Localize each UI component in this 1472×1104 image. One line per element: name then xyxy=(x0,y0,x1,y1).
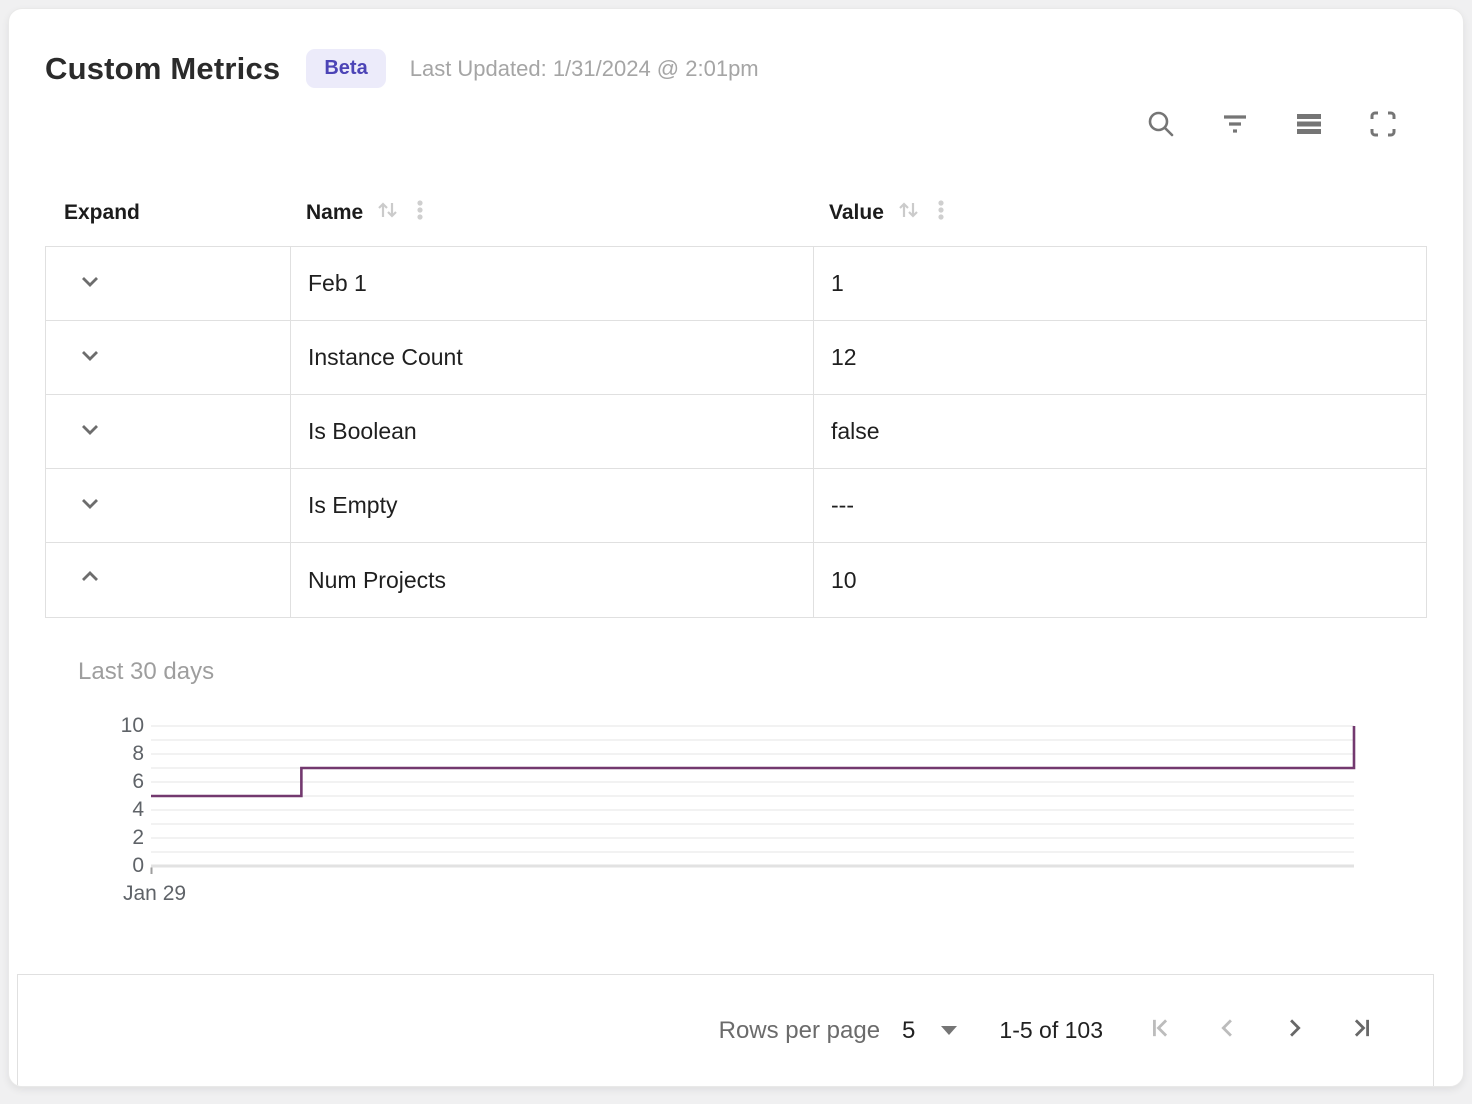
last-page-icon xyxy=(1346,1014,1374,1047)
chart-y-axis: 10 8 6 4 2 0 xyxy=(45,715,151,876)
card-header: Custom Metrics Beta Last Updated: 1/31/2… xyxy=(45,49,1427,88)
pagination-footer: Rows per page 5 1-5 of 103 xyxy=(17,974,1434,1086)
chevron-down-icon xyxy=(76,267,104,301)
column-header-value[interactable]: Value xyxy=(812,197,1427,229)
rows-per-page-select[interactable]: 5 xyxy=(902,1016,958,1045)
metric-value-cell: 10 xyxy=(813,543,1426,617)
fullscreen-button[interactable] xyxy=(1367,110,1399,142)
custom-metrics-card: Custom Metrics Beta Last Updated: 1/31/2… xyxy=(8,8,1464,1087)
column-header-label: Name xyxy=(306,201,364,224)
first-page-button[interactable] xyxy=(1129,1011,1195,1051)
column-header-expand: Expand xyxy=(45,201,289,225)
table-row: Instance Count 12 xyxy=(46,321,1426,395)
rows-per-page-value: 5 xyxy=(902,1016,916,1044)
chart-title: Last 30 days xyxy=(78,658,215,685)
filter-button[interactable] xyxy=(1219,110,1251,142)
column-menu-icon[interactable] xyxy=(930,197,952,229)
fullscreen-icon xyxy=(1367,108,1399,145)
chevron-down-icon xyxy=(76,341,104,375)
chevron-down-icon xyxy=(76,489,104,523)
chart-plot-area xyxy=(150,725,1356,876)
y-tick-label: 6 xyxy=(132,770,144,793)
metrics-table: Expand Name Value Feb 1 1 xyxy=(45,180,1427,618)
metric-value-cell: 1 xyxy=(813,247,1426,320)
density-button[interactable] xyxy=(1293,110,1325,142)
metric-name-cell: Num Projects xyxy=(290,543,813,617)
grid-toolbar xyxy=(45,110,1427,142)
filter-icon xyxy=(1219,108,1251,145)
metric-detail-chart: Last 30 days 10 8 6 4 2 0 Jan 29 xyxy=(45,658,1427,906)
table-body: Feb 1 1 Instance Count 12 Is Boolean fal… xyxy=(45,246,1427,618)
metric-value-cell: --- xyxy=(813,469,1426,542)
chevron-down-icon xyxy=(76,415,104,449)
rows-per-page-label: Rows per page xyxy=(718,1016,881,1044)
column-header-label: Value xyxy=(829,201,884,224)
metric-value-cell: false xyxy=(813,395,1426,468)
metric-value-cell: 12 xyxy=(813,321,1426,394)
page-title: Custom Metrics xyxy=(45,50,281,86)
metric-name-cell: Is Empty xyxy=(290,469,813,542)
collapse-row-button[interactable] xyxy=(76,566,104,594)
chevron-left-icon xyxy=(1214,1014,1242,1047)
column-menu-icon[interactable] xyxy=(409,197,431,229)
search-button[interactable] xyxy=(1145,110,1177,142)
y-tick-label: 8 xyxy=(132,742,144,765)
metric-chart-svg xyxy=(150,725,1356,874)
last-page-button[interactable] xyxy=(1327,1011,1393,1051)
table-row: Is Boolean false xyxy=(46,395,1426,469)
density-icon xyxy=(1293,108,1325,145)
sort-icon[interactable] xyxy=(375,197,401,229)
dropdown-arrow-icon xyxy=(941,1026,958,1035)
y-tick-label: 10 xyxy=(120,714,144,737)
expand-row-button[interactable] xyxy=(76,270,104,298)
y-tick-label: 2 xyxy=(132,826,144,849)
first-page-icon xyxy=(1148,1014,1176,1047)
pagination-range-label: 1-5 of 103 xyxy=(999,1017,1103,1043)
metric-name-cell: Is Boolean xyxy=(290,395,813,468)
last-updated-text: Last Updated: 1/31/2024 @ 2:01pm xyxy=(409,55,759,81)
expand-row-button[interactable] xyxy=(76,492,104,520)
expand-row-button[interactable] xyxy=(76,344,104,372)
sort-icon[interactable] xyxy=(896,197,922,229)
y-tick-label: 0 xyxy=(132,854,144,877)
table-row: Num Projects 10 xyxy=(46,543,1426,617)
chart-x-tick-label: Jan 29 xyxy=(123,882,187,905)
column-header-name[interactable]: Name xyxy=(289,197,812,229)
table-header-row: Expand Name Value xyxy=(45,180,1427,246)
y-tick-label: 4 xyxy=(132,798,144,821)
chevron-up-icon xyxy=(76,563,104,597)
column-header-label: Expand xyxy=(64,201,140,224)
chevron-right-icon xyxy=(1280,1014,1308,1047)
metric-name-cell: Feb 1 xyxy=(290,247,813,320)
search-icon xyxy=(1145,108,1177,145)
table-row: Is Empty --- xyxy=(46,469,1426,543)
beta-badge: Beta xyxy=(306,49,386,88)
next-page-button[interactable] xyxy=(1261,1011,1327,1051)
expand-row-button[interactable] xyxy=(76,418,104,446)
pagination-controls xyxy=(1129,1011,1393,1051)
metric-name-cell: Instance Count xyxy=(290,321,813,394)
table-row: Feb 1 1 xyxy=(46,247,1426,321)
previous-page-button[interactable] xyxy=(1195,1011,1261,1051)
